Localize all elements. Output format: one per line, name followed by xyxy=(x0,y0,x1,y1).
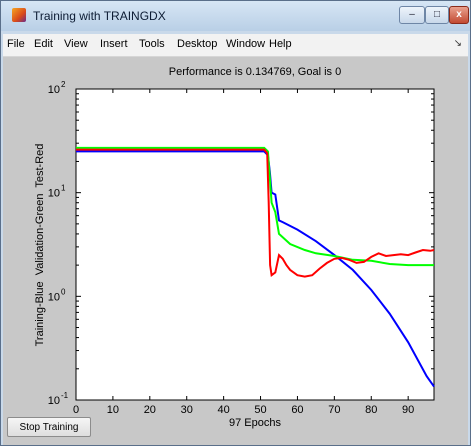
x-tick-label: 90 xyxy=(402,404,414,416)
menu-desktop[interactable]: Desktop xyxy=(177,38,218,50)
menu-edit[interactable]: Edit xyxy=(34,38,53,50)
y-tick-exponent: -1 xyxy=(61,391,69,400)
x-tick-label: 60 xyxy=(291,404,303,416)
x-tick-label: 10 xyxy=(107,404,119,416)
y-tick-exponent: 2 xyxy=(61,80,66,89)
menu-file[interactable]: File xyxy=(7,38,25,50)
close-button[interactable]: x xyxy=(449,6,469,24)
menu-help[interactable]: Help xyxy=(269,38,292,50)
maximize-button[interactable]: □ xyxy=(425,6,449,24)
window-title: Training with TRAINGDX xyxy=(33,9,166,23)
matlab-icon xyxy=(12,8,26,22)
test-line xyxy=(76,148,435,278)
x-tick-label: 20 xyxy=(144,404,156,416)
stop-training-button[interactable]: Stop Training xyxy=(7,417,91,437)
minimize-button[interactable]: – xyxy=(399,6,425,24)
y-axis-label: Training-Blue Validation-Green Test-Red xyxy=(34,144,46,347)
y-tick-base: 10 xyxy=(48,395,60,407)
title-bar[interactable]: Training with TRAINGDX – □ x xyxy=(1,1,470,31)
chart-title: Performance is 0.134769, Goal is 0 xyxy=(169,66,341,78)
validation-line xyxy=(76,146,434,267)
x-tick-label: 0 xyxy=(73,404,79,416)
y-tick-label: 10 xyxy=(48,291,60,303)
menu-insert[interactable]: Insert xyxy=(100,38,128,50)
x-tick-label: 70 xyxy=(328,404,340,416)
menu-tools[interactable]: Tools xyxy=(139,38,165,50)
menu-window[interactable]: Window xyxy=(226,38,266,50)
x-tick-label: 30 xyxy=(181,404,193,416)
y-tick-base: 10 xyxy=(48,291,60,303)
x-tick-label: 80 xyxy=(365,404,377,416)
menu-view[interactable]: View xyxy=(64,38,88,50)
y-tick-label: 10 xyxy=(48,395,60,407)
x-tick-label: 40 xyxy=(218,404,230,416)
y-tick-exponent: 1 xyxy=(61,184,66,193)
x-axis-label: 97 Epochs xyxy=(229,417,281,429)
plot-area xyxy=(75,88,435,401)
menu-bar: File Edit View Insert Tools Desktop Wind… xyxy=(3,34,468,57)
y-tick-label: 10 xyxy=(48,188,60,200)
figure-area: Performance is 0.134769, Goal is 0 0 10 20… xyxy=(3,57,468,445)
y-tick-exponent: 0 xyxy=(61,287,66,296)
y-tick-label: 10 xyxy=(48,84,60,96)
y-tick-base: 10 xyxy=(48,188,60,200)
y-tick-base: 10 xyxy=(48,84,60,96)
x-tick-label: 50 xyxy=(254,404,266,416)
dock-arrow-icon[interactable]: ↘ xyxy=(453,38,462,49)
performance-chart: Performance is 0.134769, Goal is 0 0 10 20… xyxy=(34,66,435,429)
